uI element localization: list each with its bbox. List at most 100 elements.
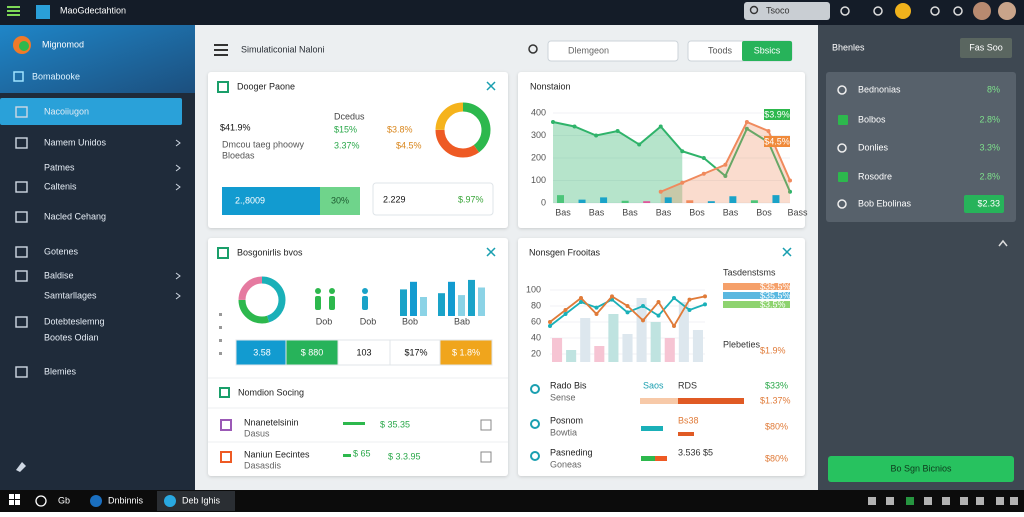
nav-item[interactable]: Caltenis <box>44 181 77 191</box>
cta-button[interactable] <box>828 456 1014 482</box>
stat-cell-value: $17% <box>404 347 427 357</box>
tray-icon <box>976 497 984 505</box>
row-icon <box>220 419 232 431</box>
search-text: Tsoco <box>766 5 790 15</box>
row-icon <box>530 384 540 394</box>
tray-icon <box>996 497 1004 505</box>
nav-item[interactable]: Nacled Cehang <box>44 211 106 221</box>
y-tick-label: 300 <box>531 130 546 140</box>
panel-row-label: Donlies <box>858 142 889 152</box>
search-input[interactable] <box>547 40 679 62</box>
point <box>658 124 663 129</box>
panel-button-label: Fas Soo <box>969 42 1003 52</box>
nav-item[interactable]: Baldise <box>44 270 74 280</box>
point <box>703 302 707 307</box>
app-icon <box>164 495 176 507</box>
panel-title: Bhenles <box>832 42 865 52</box>
point <box>548 320 552 324</box>
nav-item[interactable]: Blemies <box>44 366 77 376</box>
point <box>744 126 749 131</box>
progress-rest <box>320 187 360 215</box>
start-icon <box>9 500 14 505</box>
donut-segment <box>435 102 491 158</box>
bar <box>707 201 715 203</box>
point <box>641 318 645 323</box>
bar <box>468 279 475 316</box>
search-placeholder: Dlemgeon <box>568 45 609 55</box>
row-check <box>838 172 848 182</box>
start-icon <box>15 500 20 505</box>
filter-label: Toods <box>708 45 733 55</box>
row-indicator <box>343 454 351 457</box>
row-value: $ 3.3.95 <box>388 451 421 461</box>
primary-button[interactable] <box>742 41 792 61</box>
row-value: $ 35.35 <box>380 419 410 429</box>
brand-name: Mignomod <box>42 39 84 49</box>
person-icon <box>315 288 321 294</box>
taskbar-item[interactable]: Dnbinnis <box>108 495 144 505</box>
search-box[interactable] <box>744 2 830 20</box>
card-title: Nonstaion <box>530 81 571 91</box>
legend-bar <box>723 283 790 290</box>
panel-row-value: 3.3% <box>979 142 1000 152</box>
nav-item[interactable]: Namem Unidos <box>44 137 107 147</box>
toolbar-icon <box>840 6 850 16</box>
close-icon[interactable] <box>782 247 792 257</box>
nav-item[interactable]: Dotebteslemng <box>44 316 105 326</box>
row-bar <box>655 456 667 461</box>
nav-item[interactable]: Gotenes <box>44 246 79 256</box>
stat-cell-value: $ 1.8% <box>452 347 480 357</box>
bar <box>678 302 689 362</box>
close-icon[interactable] <box>486 81 496 91</box>
nav-item[interactable]: Nacoiiugon <box>44 106 89 116</box>
row-b: RDS <box>678 380 697 390</box>
metric-pct: $.97% <box>458 194 484 204</box>
nav-active[interactable] <box>0 98 182 125</box>
point <box>594 305 599 310</box>
nav-item[interactable]: Bootes Odian <box>44 332 99 342</box>
point <box>641 304 645 308</box>
row-b: 3.536 $5 <box>678 447 713 457</box>
bar <box>478 287 485 316</box>
toolbar-icon <box>930 6 940 16</box>
panel-row-value: 8% <box>987 84 1000 94</box>
nav-icon <box>15 211 28 223</box>
nav-icon <box>15 316 28 328</box>
card <box>518 72 805 228</box>
checkbox[interactable] <box>480 451 492 463</box>
area-fill <box>553 122 683 203</box>
close-icon[interactable] <box>486 247 496 257</box>
chart-label: Dob <box>316 316 333 326</box>
point <box>615 129 620 133</box>
card-icon <box>217 247 229 259</box>
row-value: $1.37% <box>760 395 791 405</box>
kpi-value: $41.9% <box>220 122 251 132</box>
search-icon <box>528 44 538 54</box>
bar <box>664 197 672 203</box>
nav-item[interactable]: Patmes <box>44 162 75 172</box>
checkbox[interactable] <box>480 419 492 431</box>
progress-bar <box>222 187 320 215</box>
panel-row-label: Rosodre <box>858 171 892 181</box>
cta-label: Bo Sgn Bicnios <box>890 463 952 473</box>
legend-value: $3.5% <box>760 299 786 309</box>
tag-label: $4.5% <box>764 136 790 146</box>
panel-button[interactable] <box>960 38 1012 58</box>
taskbar-active[interactable] <box>157 491 235 511</box>
row-sub: Goneas <box>550 459 582 469</box>
point <box>701 156 706 160</box>
row-radio <box>837 143 847 153</box>
legend-value: $35.5% <box>760 290 791 300</box>
row-name: Rado Bis <box>550 380 587 390</box>
nav-item[interactable]: Samtarllages <box>44 290 97 300</box>
bar <box>420 297 427 316</box>
tray-icon <box>906 497 914 505</box>
stat-cell <box>235 339 289 366</box>
nav-icon <box>15 246 28 258</box>
section-icon <box>219 387 230 398</box>
stat-cell <box>439 339 493 366</box>
legend-bar <box>723 301 790 308</box>
point <box>766 129 771 133</box>
y-tick-label: 80 <box>531 300 541 310</box>
